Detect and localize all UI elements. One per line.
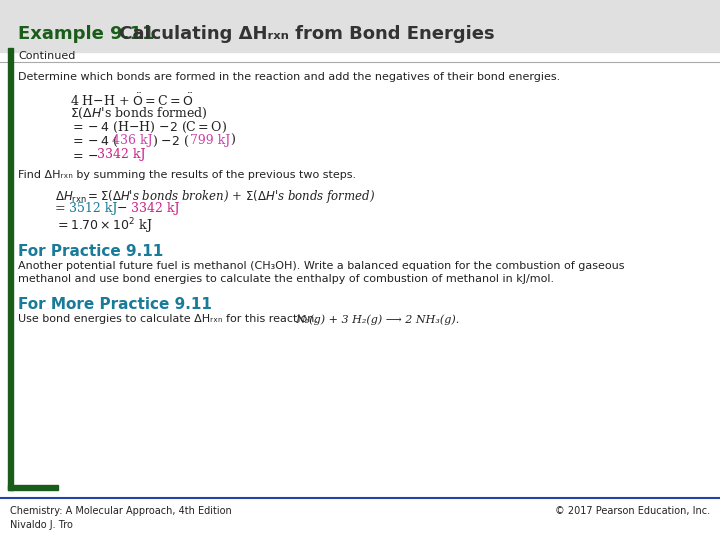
Text: $= -4$ (: $= -4$ ( bbox=[70, 134, 119, 149]
Text: $= -$: $= -$ bbox=[70, 148, 99, 161]
Text: ): ) bbox=[230, 134, 235, 147]
Bar bbox=[8, 485, 58, 490]
Text: $\Delta H_{\rm rxn} = \Sigma(\Delta H$'s bonds broken) + $\Sigma(\Delta H$'s bon: $\Delta H_{\rm rxn} = \Sigma(\Delta H$'s… bbox=[55, 188, 375, 205]
Text: Use bond energies to calculate ΔHᵣₓₙ for this reaction:: Use bond energies to calculate ΔHᵣₓₙ for… bbox=[18, 314, 318, 324]
Text: ) $- 2$ (: ) $- 2$ ( bbox=[152, 134, 189, 149]
Text: Continued: Continued bbox=[18, 51, 76, 61]
Text: $= -4$ (H$-$H) $- 2$ (C$=$O): $= -4$ (H$-$H) $- 2$ (C$=$O) bbox=[70, 120, 227, 135]
Text: Determine which bonds are formed in the reaction and add the negatives of their : Determine which bonds are formed in the … bbox=[18, 72, 560, 82]
Text: 3342 kJ: 3342 kJ bbox=[131, 202, 179, 215]
Text: © 2017 Pearson Education, Inc.: © 2017 Pearson Education, Inc. bbox=[555, 506, 710, 516]
Text: For Practice 9.11: For Practice 9.11 bbox=[18, 244, 163, 259]
Text: Chemistry: A Molecular Approach, 4th Edition
Nivaldo J. Tro: Chemistry: A Molecular Approach, 4th Edi… bbox=[10, 506, 232, 530]
Text: 4 H$-$H + $\ddot{\rm O}$$=$C$=$$\ddot{\rm O}$: 4 H$-$H + $\ddot{\rm O}$$=$C$=$$\ddot{\r… bbox=[70, 92, 194, 109]
Text: N₂(g) + 3 H₂(g) ⟶ 2 NH₃(g).: N₂(g) + 3 H₂(g) ⟶ 2 NH₃(g). bbox=[295, 314, 459, 325]
Text: $= 1.70 \times 10^2$ kJ: $= 1.70 \times 10^2$ kJ bbox=[55, 216, 153, 235]
Text: methanol and use bond energies to calculate the enthalpy of combustion of methan: methanol and use bond energies to calcul… bbox=[18, 274, 554, 284]
Bar bbox=[0, 0, 720, 52]
Text: −: − bbox=[113, 202, 132, 215]
Text: 3342 kJ: 3342 kJ bbox=[97, 148, 145, 161]
Text: 436 kJ: 436 kJ bbox=[112, 134, 153, 147]
Text: 3512 kJ: 3512 kJ bbox=[69, 202, 117, 215]
Text: Example 9.11: Example 9.11 bbox=[18, 25, 155, 43]
Text: Find ΔHᵣₓₙ by summing the results of the previous two steps.: Find ΔHᵣₓₙ by summing the results of the… bbox=[18, 170, 356, 180]
Text: $\Sigma$($\Delta H$'s bonds formed): $\Sigma$($\Delta H$'s bonds formed) bbox=[70, 106, 208, 121]
Text: Another potential future fuel is methanol (CH₃OH). Write a balanced equation for: Another potential future fuel is methano… bbox=[18, 261, 624, 271]
Bar bbox=[8, 48, 13, 490]
Text: Calculating ΔHᵣₓₙ from Bond Energies: Calculating ΔHᵣₓₙ from Bond Energies bbox=[113, 25, 495, 43]
Text: 799 kJ: 799 kJ bbox=[190, 134, 230, 147]
Text: =: = bbox=[55, 202, 70, 215]
Text: For More Practice 9.11: For More Practice 9.11 bbox=[18, 297, 212, 312]
